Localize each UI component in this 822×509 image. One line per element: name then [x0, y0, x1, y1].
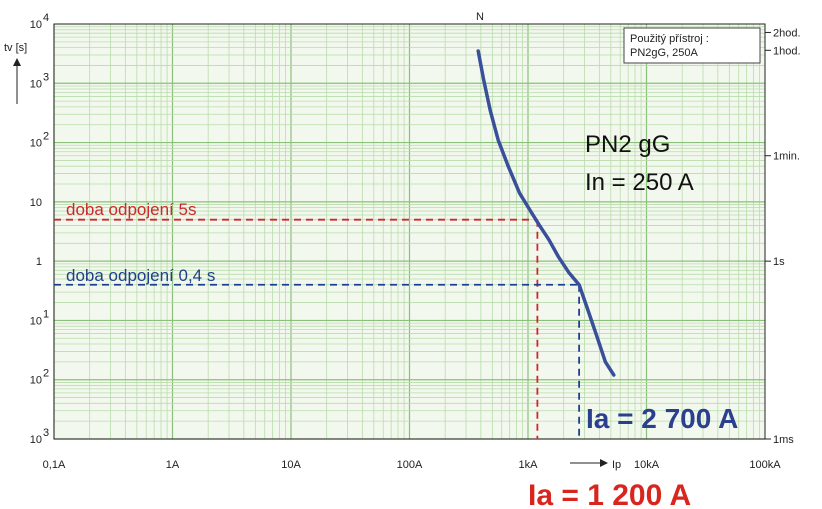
label-04s: doba odpojení 0,4 s [66, 266, 215, 285]
y-tick-exponent: 3 [43, 71, 49, 83]
series-line [476, 49, 616, 377]
x-tick-label: 100A [397, 459, 423, 471]
label-5s: doba odpojení 5s [66, 200, 196, 219]
ia-1200-label: Ia = 1 200 A [528, 479, 691, 509]
current-label: In = 250 A [585, 169, 694, 196]
x-tick-label: 1kA [519, 459, 539, 471]
y-axis-arrowhead [13, 58, 21, 66]
right-tick-label: 1s [773, 256, 785, 268]
y-tick-exponent: 2 [43, 131, 49, 143]
device-label: PN2 gG [585, 131, 670, 158]
ia-2700-label: Ia = 2 700 A [586, 403, 738, 434]
x-tick-label: 10kA [634, 459, 660, 471]
y-tick-label: 10 [30, 19, 42, 31]
ip-arrowhead [600, 459, 608, 467]
y-tick-label: 10 [30, 197, 42, 209]
y-tick-exponent: 4 [43, 12, 49, 24]
y-tick-label: 10 [30, 315, 42, 327]
y-tick-exponent: 3 [43, 427, 49, 439]
ticks: 0,1A 1A 10A 100A 1kA 10kA 100kA103102101110102… [30, 12, 801, 471]
info-box-line-2: PN2gG, 250A [630, 47, 699, 59]
right-tick-label: 1min. [773, 151, 800, 163]
right-tick-label: 1hod. [773, 45, 801, 57]
ip-label: Ip [612, 459, 621, 471]
y-tick-label: 10 [30, 138, 42, 150]
x-tick-label: 10A [281, 459, 301, 471]
info-box [623, 27, 761, 64]
marks [54, 49, 616, 439]
y-tick-label: 10 [30, 434, 42, 446]
y-tick-label: 1 [36, 256, 42, 268]
y-tick-label: 10 [30, 78, 42, 90]
info-box-line-1: Použitý přístroj : [630, 33, 709, 45]
y-tick-exponent: 2 [43, 368, 49, 380]
plot-frame [53, 23, 766, 440]
right-tick-label: 2hod. [773, 27, 801, 39]
x-tick-label: 0,1A [43, 459, 66, 471]
top-label: N [476, 11, 484, 23]
y-tick-label: 10 [30, 375, 42, 387]
right-tick-label: 1ms [773, 434, 794, 446]
y-tick-exponent: 1 [43, 308, 49, 320]
grid [53, 24, 765, 440]
x-tick-label: 100kA [749, 459, 781, 471]
y-axis-label: tv [s] [4, 42, 27, 54]
x-tick-label: 1A [166, 459, 180, 471]
